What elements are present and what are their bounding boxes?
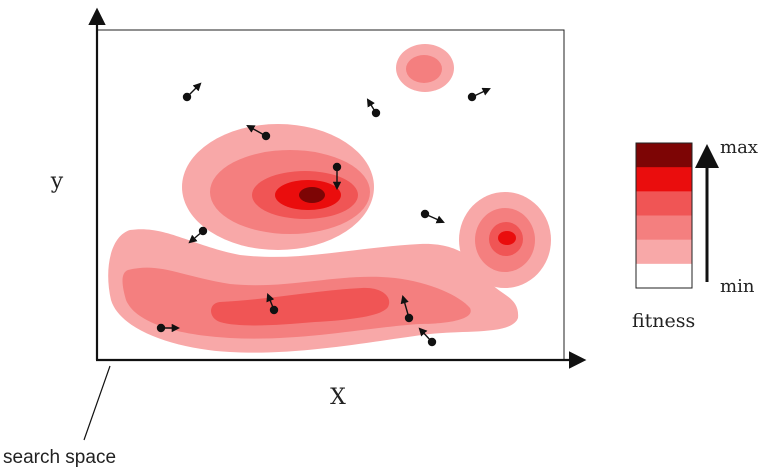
particle-dot-icon [404,313,414,323]
search-space-pointer [83,365,111,441]
legend-bar-outline [635,142,693,289]
legend-swatch-level-3 [636,191,692,216]
region-small-top-inner [406,55,442,83]
particle-dot-icon [332,162,342,172]
particles [156,82,491,347]
particle-dot-icon [198,226,208,236]
fitness-regions [108,44,551,353]
legend-swatch-level-5 [636,143,692,168]
particle-dot-icon [420,209,430,219]
particle-dot-icon [261,131,271,141]
legend-swatch-level-1 [636,239,692,265]
legend-title: fitness [632,310,695,332]
particle-dot-icon [467,92,477,102]
legend-max-label: max [720,137,758,158]
legend-swatch-level-4 [636,167,692,192]
x-axis-label: X [330,385,346,410]
y-axis-label: y [50,169,64,194]
particle-dot-icon [182,92,192,102]
region-ridge-inner [211,287,390,326]
particle-dot-icon [156,323,166,333]
legend-color-bar [636,143,692,289]
legend-swatch-level-0 [636,263,692,289]
search-space-label: search space [3,447,116,468]
region-center-peak [299,187,325,203]
fitness-legend: max min fitness [632,137,758,332]
particle-dot-icon [427,337,437,347]
particle-dot-icon [371,108,381,118]
legend-swatch-level-2 [636,215,692,241]
region-right-core [498,231,516,245]
particle-dot-icon [269,305,279,315]
legend-min-label: min [720,276,755,297]
